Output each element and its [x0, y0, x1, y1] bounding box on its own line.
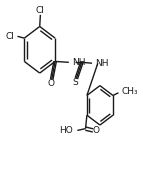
Text: CH₃: CH₃ [122, 87, 138, 96]
Text: NH: NH [95, 59, 108, 68]
Text: Cl: Cl [6, 32, 14, 41]
Text: HO: HO [59, 126, 73, 135]
Text: O: O [47, 79, 54, 88]
Text: O: O [92, 126, 99, 135]
Text: Cl: Cl [36, 6, 45, 15]
Text: S: S [73, 78, 79, 87]
Text: NH: NH [72, 58, 85, 67]
